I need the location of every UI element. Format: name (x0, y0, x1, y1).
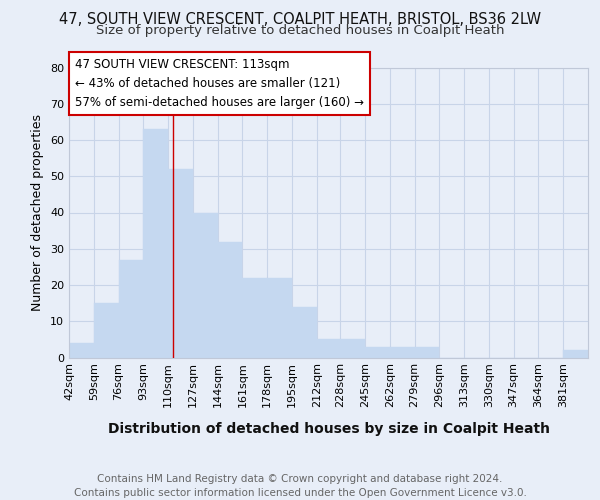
Bar (267, 278, 292, 357)
Text: Distribution of detached houses by size in Coalpit Heath: Distribution of detached houses by size … (108, 422, 550, 436)
Bar (563, 350, 588, 358)
Bar (415, 346, 439, 358)
Text: 47, SOUTH VIEW CRESCENT, COALPIT HEATH, BRISTOL, BS36 2LW: 47, SOUTH VIEW CRESCENT, COALPIT HEATH, … (59, 12, 541, 27)
Bar (242, 278, 267, 357)
Text: Size of property relative to detached houses in Coalpit Heath: Size of property relative to detached ho… (96, 24, 504, 37)
Y-axis label: Number of detached properties: Number of detached properties (31, 114, 44, 311)
Bar (340, 340, 365, 357)
Bar (69, 343, 94, 357)
Bar (292, 306, 317, 358)
Bar (168, 169, 193, 358)
Bar (390, 346, 415, 358)
Bar (94, 303, 119, 358)
Bar (193, 212, 218, 358)
Bar (317, 340, 340, 357)
Bar (119, 260, 143, 358)
Bar (218, 242, 242, 358)
Text: 47 SOUTH VIEW CRESCENT: 113sqm
← 43% of detached houses are smaller (121)
57% of: 47 SOUTH VIEW CRESCENT: 113sqm ← 43% of … (75, 58, 364, 110)
Bar (143, 129, 168, 358)
Bar (365, 346, 390, 358)
Text: Contains HM Land Registry data © Crown copyright and database right 2024.
Contai: Contains HM Land Registry data © Crown c… (74, 474, 526, 498)
